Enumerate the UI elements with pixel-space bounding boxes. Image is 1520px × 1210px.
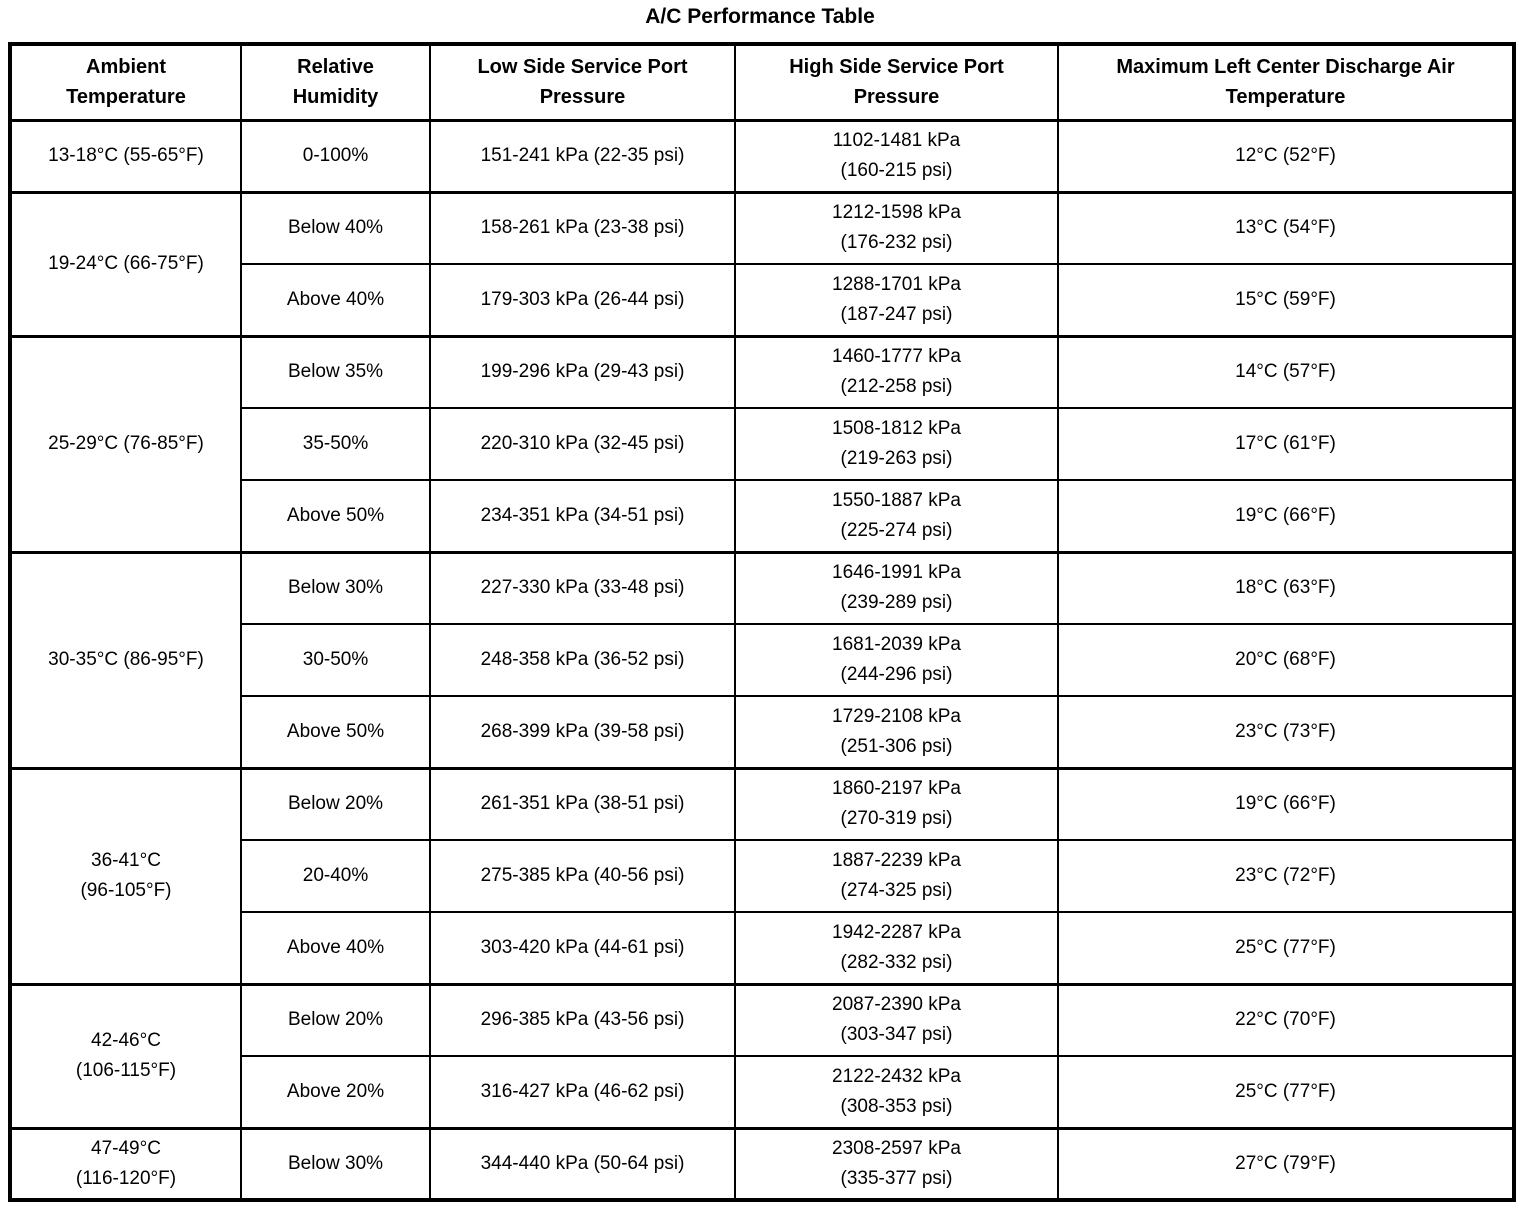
ambient-temp-cell: 47-49°C (116-120°F) bbox=[9, 1126, 242, 1202]
table-row: Above 50% 268-399 kPa (39-58 psi) 1729-2… bbox=[10, 695, 1515, 770]
low-pressure-cell: 275-385 kPa (40-56 psi) bbox=[429, 839, 736, 914]
low-pressure-cell: 268-399 kPa (39-58 psi) bbox=[429, 695, 736, 770]
humidity-cell: 30-50% bbox=[240, 623, 431, 698]
low-pressure-cell: 158-261 kPa (23-38 psi) bbox=[429, 190, 736, 266]
table-row: 35-50% 220-310 kPa (32-45 psi) 1508-1812… bbox=[10, 407, 1515, 482]
high-pressure-cell: 1646-1991 kPa (239-289 psi) bbox=[734, 550, 1059, 626]
table-row: 19-24°C (66-75°F) Below 40% 158-261 kPa … bbox=[9, 190, 1515, 338]
discharge-temp-cell: 19°C (66°F) bbox=[1057, 766, 1515, 842]
ac-performance-table: Ambient Temperature Relative Humidity Lo… bbox=[8, 42, 1516, 1203]
table-row: 30-50% 248-358 kPa (36-52 psi) 1681-2039… bbox=[10, 623, 1515, 698]
discharge-temp-cell: 19°C (66°F) bbox=[1057, 479, 1515, 554]
ambient-temp-cell: 42-46°C (106-115°F) bbox=[9, 982, 242, 1130]
humidity-cell: Below 20% bbox=[240, 766, 431, 842]
humidity-cell: Above 20% bbox=[240, 1055, 431, 1130]
discharge-temp-cell: 17°C (61°F) bbox=[1057, 407, 1515, 482]
high-pressure-cell: 1460-1777 kPa (212-258 psi) bbox=[734, 334, 1059, 410]
ambient-temp-cell: 19-24°C (66-75°F) bbox=[9, 190, 242, 338]
table-row: 47-49°C (116-120°F) Below 30% 344-440 kP… bbox=[9, 1126, 1515, 1202]
page-title: A/C Performance Table bbox=[645, 5, 875, 28]
high-pressure-cell: 1288-1701 kPa (187-247 psi) bbox=[734, 263, 1059, 338]
high-pressure-cell: 1887-2239 kPa (274-325 psi) bbox=[734, 839, 1059, 914]
table-row: 42-46°C (106-115°F) Below 20% 296-385 kP… bbox=[9, 982, 1515, 1130]
table-row: Above 40% 303-420 kPa (44-61 psi) 1942-2… bbox=[10, 911, 1515, 986]
humidity-cell: Below 20% bbox=[240, 982, 431, 1058]
high-pressure-cell: 1550-1887 kPa (225-274 psi) bbox=[734, 479, 1059, 554]
high-pressure-cell: 1508-1812 kPa (219-263 psi) bbox=[734, 407, 1059, 482]
ambient-temp-cell: 36-41°C (96-105°F) bbox=[9, 766, 242, 986]
humidity-cell: 0-100% bbox=[240, 118, 431, 194]
high-pressure-cell: 1102-1481 kPa (160-215 psi) bbox=[734, 118, 1059, 194]
discharge-temp-cell: 15°C (59°F) bbox=[1057, 263, 1515, 338]
discharge-temp-cell: 13°C (54°F) bbox=[1057, 190, 1515, 266]
table-row: 13-18°C (55-65°F) 0-100% 151-241 kPa (22… bbox=[9, 118, 1515, 194]
humidity-cell: Below 30% bbox=[240, 550, 431, 626]
high-pressure-cell: 1860-2197 kPa (270-319 psi) bbox=[734, 766, 1059, 842]
low-pressure-cell: 316-427 kPa (46-62 psi) bbox=[429, 1055, 736, 1130]
low-pressure-cell: 344-440 kPa (50-64 psi) bbox=[429, 1126, 736, 1202]
table-row: Above 20% 316-427 kPa (46-62 psi) 2122-2… bbox=[10, 1055, 1515, 1130]
ambient-temp-cell: 30-35°C (86-95°F) bbox=[9, 550, 242, 770]
humidity-cell: Above 40% bbox=[240, 911, 431, 986]
ambient-temp-cell: 13-18°C (55-65°F) bbox=[9, 118, 242, 194]
table-row: 25-29°C (76-85°F) Below 35% 199-296 kPa … bbox=[9, 334, 1515, 554]
high-pressure-cell: 2087-2390 kPa (303-347 psi) bbox=[734, 982, 1059, 1058]
discharge-temp-cell: 18°C (63°F) bbox=[1057, 550, 1515, 626]
header-row: Ambient Temperature Relative Humidity Lo… bbox=[9, 43, 1515, 122]
humidity-cell: Above 50% bbox=[240, 479, 431, 554]
ambient-temp-cell: 25-29°C (76-85°F) bbox=[9, 334, 242, 554]
discharge-temp-cell: 14°C (57°F) bbox=[1057, 334, 1515, 410]
low-pressure-cell: 220-310 kPa (32-45 psi) bbox=[429, 407, 736, 482]
high-pressure-cell: 1729-2108 kPa (251-306 psi) bbox=[734, 695, 1059, 770]
humidity-cell: Below 35% bbox=[240, 334, 431, 410]
col-header-discharge-air-temperature: Maximum Left Center Discharge Air Temper… bbox=[1057, 43, 1515, 122]
low-pressure-cell: 151-241 kPa (22-35 psi) bbox=[429, 118, 736, 194]
col-header-low-side-pressure: Low Side Service Port Pressure bbox=[429, 43, 736, 122]
table-row: 30-35°C (86-95°F) Below 30% 227-330 kPa … bbox=[9, 550, 1515, 770]
discharge-temp-cell: 25°C (77°F) bbox=[1057, 1055, 1515, 1130]
low-pressure-cell: 248-358 kPa (36-52 psi) bbox=[429, 623, 736, 698]
high-pressure-cell: 2122-2432 kPa (308-353 psi) bbox=[734, 1055, 1059, 1130]
col-header-relative-humidity: Relative Humidity bbox=[240, 43, 431, 122]
low-pressure-cell: 296-385 kPa (43-56 psi) bbox=[429, 982, 736, 1058]
humidity-cell: Below 30% bbox=[240, 1126, 431, 1202]
low-pressure-cell: 227-330 kPa (33-48 psi) bbox=[429, 550, 736, 626]
low-pressure-cell: 179-303 kPa (26-44 psi) bbox=[429, 263, 736, 338]
high-pressure-cell: 1212-1598 kPa (176-232 psi) bbox=[734, 190, 1059, 266]
discharge-temp-cell: 22°C (70°F) bbox=[1057, 982, 1515, 1058]
humidity-cell: Above 50% bbox=[240, 695, 431, 770]
humidity-cell: 35-50% bbox=[240, 407, 431, 482]
low-pressure-cell: 199-296 kPa (29-43 psi) bbox=[429, 334, 736, 410]
col-header-high-side-pressure: High Side Service Port Pressure bbox=[734, 43, 1059, 122]
discharge-temp-cell: 23°C (72°F) bbox=[1057, 839, 1515, 914]
table-row: 20-40% 275-385 kPa (40-56 psi) 1887-2239… bbox=[10, 839, 1515, 914]
table-row: 36-41°C (96-105°F) Below 20% 261-351 kPa… bbox=[9, 766, 1515, 986]
col-header-ambient-temperature: Ambient Temperature bbox=[9, 43, 242, 122]
high-pressure-cell: 1681-2039 kPa (244-296 psi) bbox=[734, 623, 1059, 698]
low-pressure-cell: 303-420 kPa (44-61 psi) bbox=[429, 911, 736, 986]
humidity-cell: 20-40% bbox=[240, 839, 431, 914]
low-pressure-cell: 261-351 kPa (38-51 psi) bbox=[429, 766, 736, 842]
humidity-cell: Below 40% bbox=[240, 190, 431, 266]
discharge-temp-cell: 27°C (79°F) bbox=[1057, 1126, 1515, 1202]
discharge-temp-cell: 20°C (68°F) bbox=[1057, 623, 1515, 698]
high-pressure-cell: 2308-2597 kPa (335-377 psi) bbox=[734, 1126, 1059, 1202]
humidity-cell: Above 40% bbox=[240, 263, 431, 338]
discharge-temp-cell: 25°C (77°F) bbox=[1057, 911, 1515, 986]
table-row: Above 40% 179-303 kPa (26-44 psi) 1288-1… bbox=[10, 263, 1515, 338]
low-pressure-cell: 234-351 kPa (34-51 psi) bbox=[429, 479, 736, 554]
table-row: Above 50% 234-351 kPa (34-51 psi) 1550-1… bbox=[10, 479, 1515, 554]
discharge-temp-cell: 12°C (52°F) bbox=[1057, 118, 1515, 194]
discharge-temp-cell: 23°C (73°F) bbox=[1057, 695, 1515, 770]
high-pressure-cell: 1942-2287 kPa (282-332 psi) bbox=[734, 911, 1059, 986]
